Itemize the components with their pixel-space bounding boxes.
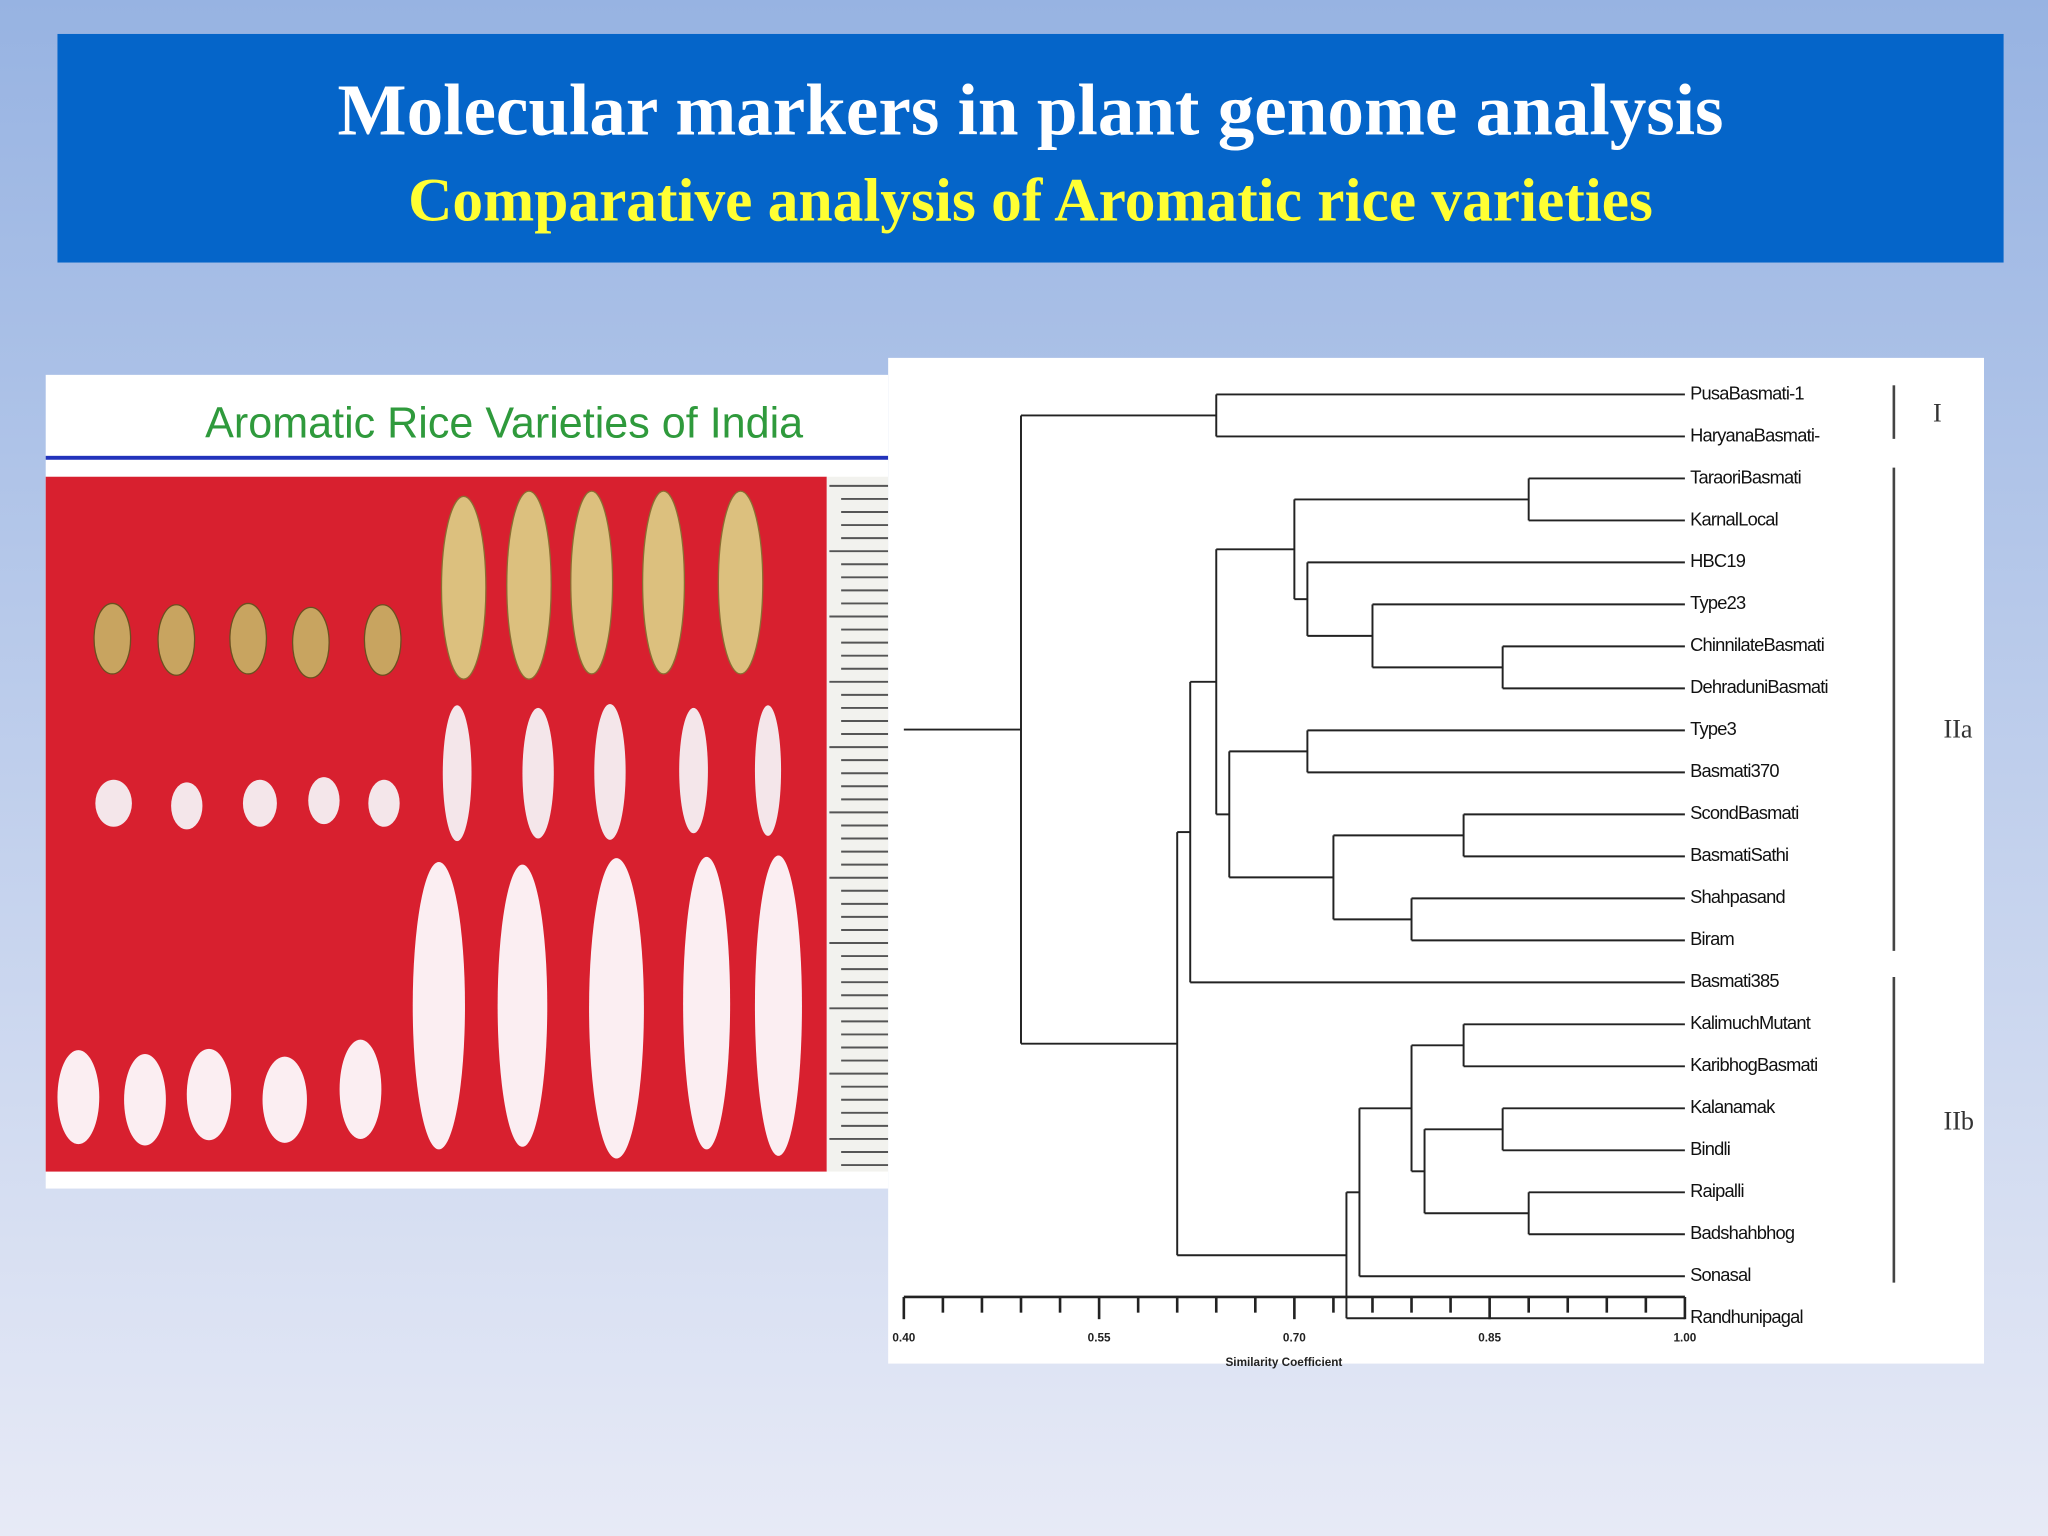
leaf-label: HBC19 (1690, 550, 1746, 571)
paddy-long (440, 490, 764, 680)
x-tick-label: 0.70 (1283, 1331, 1306, 1344)
header-banner (57, 33, 2004, 263)
photo: Aromatic Rice Varieties of India (45, 374, 889, 1189)
leaf-label: Raipalli (1690, 1180, 1744, 1201)
raw-rice (95, 704, 782, 842)
cluster-label: IIb (1944, 1106, 1974, 1135)
leaf-label: Shahpasand (1690, 886, 1785, 907)
paddy-small (93, 602, 402, 679)
leaf-label: Kalanamak (1690, 1096, 1776, 1117)
leaf-label: DehraduniBasmati (1690, 676, 1828, 697)
caption-rule (45, 455, 889, 460)
cooked-rice (57, 855, 802, 1159)
leaf-label: KalimuchMutant (1690, 1012, 1811, 1033)
x-axis-label: Similarity Coefficient (1225, 1356, 1342, 1369)
leaf-label: Type23 (1690, 592, 1746, 613)
x-tick-label: 0.55 (1088, 1331, 1111, 1344)
leaf-label: KarnalLocal (1690, 508, 1778, 529)
leaf-label: Bindli (1690, 1138, 1730, 1159)
x-axis (902, 1295, 1687, 1320)
x-tick-label: 0.85 (1478, 1331, 1501, 1344)
x-tick-label: 0.40 (892, 1331, 915, 1344)
leaf-label: Sonasal (1690, 1264, 1751, 1285)
title: Molecular markers in plant genome analys… (338, 70, 1724, 151)
leaf-label: KaribhogBasmati (1690, 1054, 1817, 1075)
ruler-ticks (829, 484, 889, 1167)
photo-caption: Aromatic Rice Varieties of India (205, 400, 803, 448)
leaf-label: Basmati370 (1690, 760, 1779, 781)
dendrogram (903, 393, 1685, 1320)
leaf-label: ScondBasmati (1690, 802, 1798, 823)
leaf-label: ChinnilateBasmati (1690, 634, 1824, 655)
leaf-label: Biram (1690, 928, 1734, 949)
leaf-label: Randhunipagal (1690, 1306, 1803, 1327)
leaf-label: TaraoriBasmati (1690, 466, 1801, 487)
leaf-label: Badshahbhog (1690, 1222, 1794, 1243)
leaf-label: HaryanaBasmati- (1690, 424, 1820, 445)
dendrogram-panel (888, 357, 1984, 1364)
leaf-label: PusaBasmati-1 (1690, 382, 1804, 403)
cluster-label: I (1933, 398, 1942, 427)
leaf-label: Type3 (1690, 718, 1736, 739)
subtitle: Comparative analysis of Aromatic rice va… (408, 167, 1653, 235)
leaf-label: BasmatiSathi (1690, 844, 1788, 865)
cluster-label: IIa (1944, 714, 1973, 743)
leaf-label: Basmati385 (1690, 970, 1779, 991)
x-tick-label: 1.00 (1673, 1331, 1696, 1344)
ruler (826, 476, 889, 1172)
